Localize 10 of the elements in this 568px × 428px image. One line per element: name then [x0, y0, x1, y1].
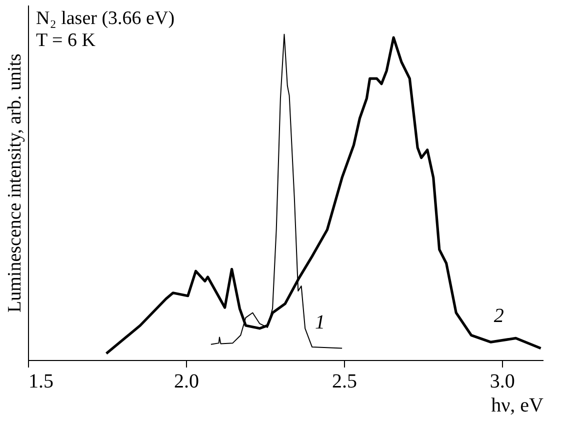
text: N₂ laser (3.66 eV): [36, 8, 175, 29]
x-axis-title: hν, eV: [491, 394, 544, 416]
series-label: 2: [494, 305, 504, 328]
x-tick-label: 3.0: [490, 370, 515, 392]
y-axis-title: Luminescence intensity, arb. units: [4, 54, 26, 312]
x-tick-label: 1.5: [28, 370, 54, 392]
x-tick-label: 2.0: [174, 370, 199, 392]
series-label: 1: [315, 311, 326, 334]
annotation: T = 6 K: [36, 30, 96, 51]
x-tick-label: 2.5: [332, 370, 357, 392]
